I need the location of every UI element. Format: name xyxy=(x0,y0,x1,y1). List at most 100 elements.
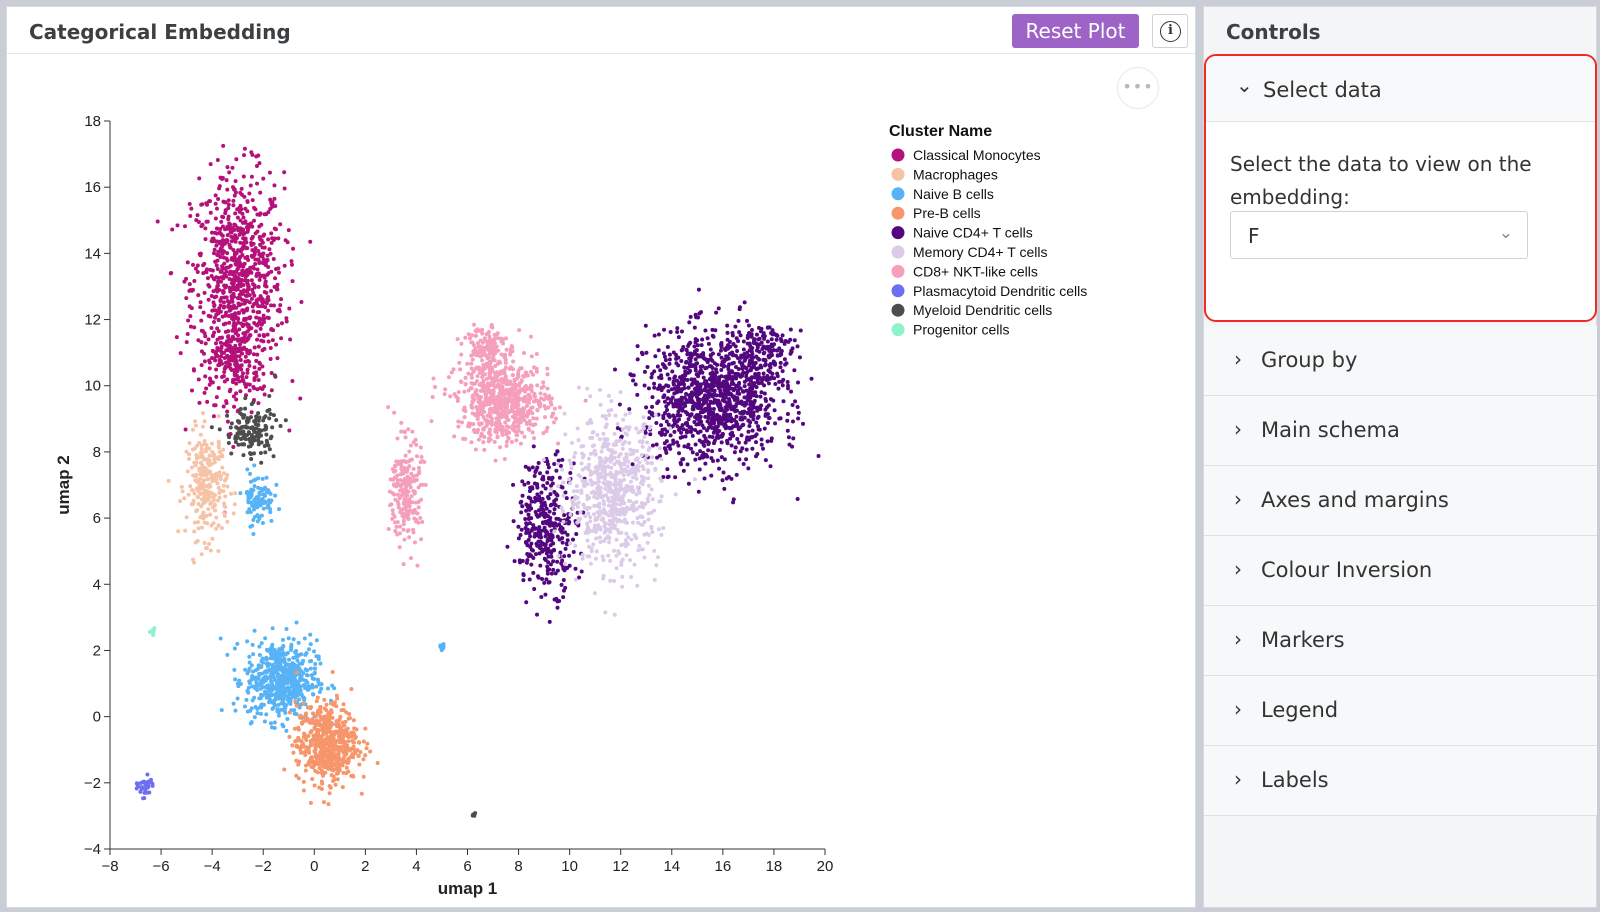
data-point xyxy=(254,163,259,168)
data-point xyxy=(365,741,370,746)
data-point xyxy=(567,553,572,558)
data-point xyxy=(246,690,251,695)
data-point xyxy=(251,352,256,357)
data-point xyxy=(338,729,343,734)
data-point xyxy=(282,681,287,686)
data-point xyxy=(646,476,651,481)
data-point xyxy=(184,276,189,281)
data-point xyxy=(623,510,628,515)
data-point xyxy=(790,403,795,408)
data-point xyxy=(208,314,213,319)
data-point xyxy=(250,642,255,647)
data-point xyxy=(213,216,218,221)
data-point xyxy=(211,414,216,419)
data-point xyxy=(229,280,234,285)
data-point xyxy=(344,765,349,770)
reset-plot-button[interactable]: Reset Plot xyxy=(1012,14,1139,48)
data-point xyxy=(207,453,212,458)
scatter-plot[interactable]: −8 −6 −4 −2 0 2 4 6 8 10 12 14 16 18 20−4−202468101214… xyxy=(7,55,1195,907)
y-tick-label: 0 xyxy=(93,709,101,726)
data-point xyxy=(351,740,356,745)
data-point xyxy=(610,511,615,516)
data-point xyxy=(202,419,207,424)
data-point xyxy=(221,483,226,488)
data-point xyxy=(184,515,189,520)
data-point xyxy=(633,382,638,387)
data-point xyxy=(763,458,768,463)
data-point xyxy=(551,567,556,572)
data-point xyxy=(727,399,732,404)
data-point xyxy=(266,295,271,300)
data-point xyxy=(734,472,739,477)
data-point xyxy=(286,228,291,233)
data-point xyxy=(304,651,309,656)
data-point xyxy=(629,467,634,472)
data-point xyxy=(796,416,801,421)
data-point xyxy=(236,317,241,322)
data-point xyxy=(363,726,368,731)
data-point xyxy=(664,419,669,424)
data-point xyxy=(268,197,273,202)
data-point xyxy=(750,434,755,439)
data-point xyxy=(654,442,659,447)
data-point xyxy=(778,336,783,341)
data-point xyxy=(264,301,269,306)
data-point xyxy=(276,270,281,275)
data-point xyxy=(676,409,681,414)
data-point xyxy=(330,730,335,735)
page-title: Categorical Embedding xyxy=(29,20,291,44)
data-point xyxy=(696,398,701,403)
data-point xyxy=(593,480,598,485)
data-point xyxy=(650,497,655,502)
data-point xyxy=(645,460,650,465)
data-point xyxy=(788,337,793,342)
data-point xyxy=(748,368,753,373)
data-point xyxy=(304,748,309,753)
data-point xyxy=(554,468,559,473)
info-button[interactable]: i xyxy=(1152,14,1188,48)
data-point xyxy=(278,222,283,227)
data-point xyxy=(532,587,537,592)
data-point xyxy=(335,777,340,782)
data-point xyxy=(693,457,698,462)
data-point xyxy=(655,401,660,406)
data-point xyxy=(665,396,670,401)
data-point xyxy=(269,725,274,730)
data-point xyxy=(246,257,251,262)
more-options-icon[interactable]: ••• xyxy=(1117,67,1159,109)
data-point xyxy=(224,238,229,243)
data-point xyxy=(693,368,698,373)
data-point xyxy=(260,496,265,501)
data-point xyxy=(290,279,295,284)
data-point xyxy=(262,719,267,724)
data-point xyxy=(749,332,754,337)
data-point xyxy=(759,326,764,331)
data-point xyxy=(238,203,243,208)
data-point xyxy=(289,644,294,649)
data-point xyxy=(622,439,627,444)
data-point xyxy=(747,341,752,346)
data-point xyxy=(246,225,251,230)
data-point xyxy=(335,696,340,701)
data-point xyxy=(631,378,636,383)
data-point xyxy=(737,330,742,335)
data-point xyxy=(183,528,188,533)
data-point xyxy=(308,659,313,664)
data-point xyxy=(216,414,221,419)
data-point xyxy=(763,407,768,412)
data-point xyxy=(291,246,296,251)
data-point xyxy=(249,410,254,415)
data-point xyxy=(192,520,197,525)
data-point xyxy=(289,648,294,653)
data-point xyxy=(304,679,309,684)
data-point xyxy=(259,513,264,518)
data-point xyxy=(735,348,740,353)
data-point xyxy=(642,555,647,560)
data-point xyxy=(607,540,612,545)
data-point xyxy=(616,438,621,443)
data-point xyxy=(552,529,557,534)
data-point xyxy=(603,425,608,430)
data-point xyxy=(199,224,204,229)
data-point xyxy=(731,424,736,429)
data-point xyxy=(216,249,221,254)
